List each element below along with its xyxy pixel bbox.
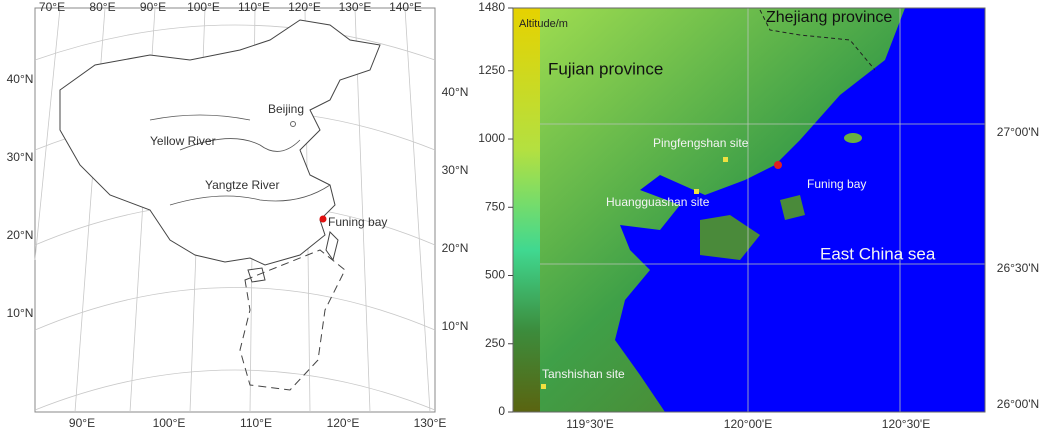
site-marker	[723, 157, 728, 162]
coordinate-label: 40°N	[7, 72, 34, 86]
rivers	[149, 114, 331, 206]
tick-label: 1000	[478, 131, 505, 145]
coordinate-label: 30°N	[7, 150, 34, 164]
coordinate-label: 27°00'N	[997, 125, 1039, 139]
china-outline	[59, 19, 381, 266]
place-label: Huangguashan site	[606, 195, 710, 209]
place-label: Yellow River	[150, 134, 216, 148]
coordinate-label: 80°E	[89, 0, 115, 14]
islands	[700, 195, 805, 260]
coordinate-label: 10°N	[7, 306, 34, 320]
colorbar-title: Altitude/m	[519, 18, 568, 30]
bottom-lon-labels: 90°E 100°E 110°E 120°E 130°E	[69, 416, 446, 430]
terrain-map	[540, 8, 985, 412]
place-label: Zhejiang province	[766, 9, 892, 26]
coordinate-label: 140°E	[389, 0, 422, 14]
lon-labels: 119°30'E 120°00'E 120°30'E	[566, 417, 930, 431]
coordinate-label: 120°30'E	[882, 417, 930, 431]
tick-label: 750	[485, 199, 505, 213]
coordinate-label: 100°E	[153, 416, 186, 430]
place-label: Yangtze River	[205, 178, 279, 192]
site-marker	[541, 384, 546, 389]
place-label: Beijing	[268, 102, 304, 116]
right-lat-labels: 40°N 30°N 20°N 10°N	[442, 85, 469, 333]
coordinate-label: 120°E	[288, 0, 321, 14]
coordinate-label: 26°30'N	[997, 261, 1039, 275]
coordinate-label: 26°00'N	[997, 397, 1039, 411]
coordinate-label: 110°E	[238, 0, 270, 14]
coordinate-label: 30°N	[442, 163, 469, 177]
tick-label: 1480	[478, 0, 505, 14]
province-border	[759, 9, 876, 71]
place-label: Pingfengshan site	[653, 136, 749, 150]
coordinate-label: 119°30'E	[566, 417, 614, 431]
left-lat-labels: 40°N 30°N 20°N 10°N	[7, 72, 34, 320]
coordinate-label: 120°E	[327, 416, 360, 430]
coordinate-label: 110°E	[240, 416, 272, 430]
tick-label: 500	[485, 268, 505, 282]
sea-boundary	[239, 249, 346, 391]
coordinate-label: 130°E	[414, 416, 447, 430]
coordinate-label: 130°E	[339, 0, 372, 14]
coordinate-label: 20°N	[7, 228, 34, 242]
tick-label: 0	[498, 404, 505, 418]
island	[844, 133, 862, 143]
site-marker	[694, 189, 699, 194]
right-frame	[512, 7, 986, 413]
colorbar	[513, 8, 540, 412]
coordinate-label: 120°00'E	[724, 417, 772, 431]
coordinate-label: 20°N	[442, 241, 469, 255]
coordinate-label: 10°N	[442, 319, 469, 333]
top-lon-labels: 70°E 80°E 90°E 100°E 110°E 120°E 130°E 140°E	[39, 0, 422, 14]
coordinate-label: 90°E	[69, 416, 95, 430]
place-label: Fujian province	[548, 59, 663, 78]
coordinate-label: 40°N	[442, 85, 469, 99]
place-label: Funing bay	[328, 215, 387, 229]
place-label: East China sea	[820, 244, 936, 263]
colorbar-ticks: 0 250 500 750 1000 1250 1480	[478, 0, 513, 418]
coordinate-label: 100°E	[187, 0, 220, 14]
lat-labels: 27°00'N 26°30'N 26°00'N	[997, 125, 1039, 411]
tick-label: 250	[485, 336, 505, 350]
funing-bay-marker	[774, 161, 782, 169]
place-label: Funing bay	[807, 177, 866, 191]
coordinate-label: 70°E	[39, 0, 65, 14]
funing-bay-marker	[319, 215, 327, 223]
place-label: Tanshishan site	[542, 367, 625, 381]
beijing-marker	[290, 121, 296, 127]
coordinate-label: 90°E	[140, 0, 166, 14]
tick-label: 1250	[478, 63, 505, 77]
